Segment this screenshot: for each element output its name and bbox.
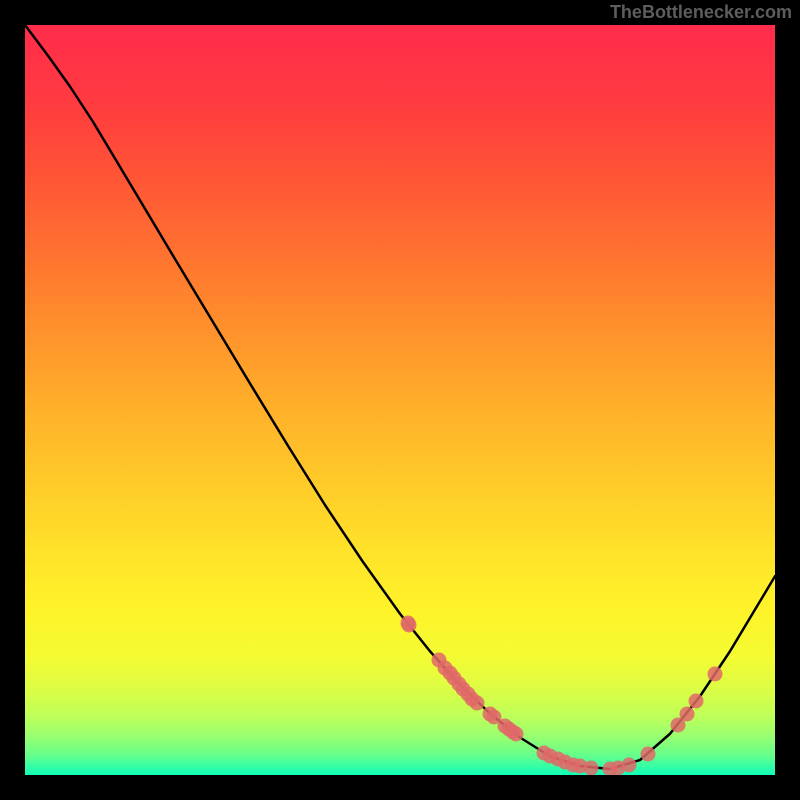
curve-layer: [25, 25, 775, 775]
bottleneck-curve: [25, 25, 775, 769]
watermark-text: TheBottlenecker.com: [610, 2, 792, 23]
data-marker: [509, 726, 524, 741]
data-marker: [621, 758, 636, 773]
data-marker: [402, 618, 417, 633]
data-marker: [679, 706, 694, 721]
data-marker: [640, 747, 655, 762]
data-marker: [469, 696, 484, 711]
data-marker: [584, 760, 599, 775]
plot-area: [25, 25, 775, 775]
data-marker: [708, 666, 723, 681]
data-marker: [689, 693, 704, 708]
